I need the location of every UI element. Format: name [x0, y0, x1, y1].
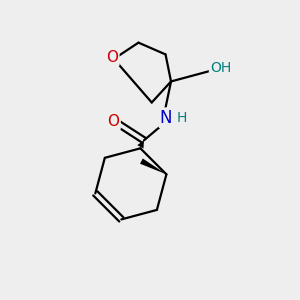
- Text: H: H: [177, 111, 188, 125]
- Text: O: O: [106, 50, 119, 65]
- Text: N: N: [160, 109, 172, 127]
- Polygon shape: [140, 158, 166, 174]
- Text: O: O: [108, 114, 120, 129]
- Text: OH: OH: [210, 61, 231, 75]
- Polygon shape: [137, 140, 144, 148]
